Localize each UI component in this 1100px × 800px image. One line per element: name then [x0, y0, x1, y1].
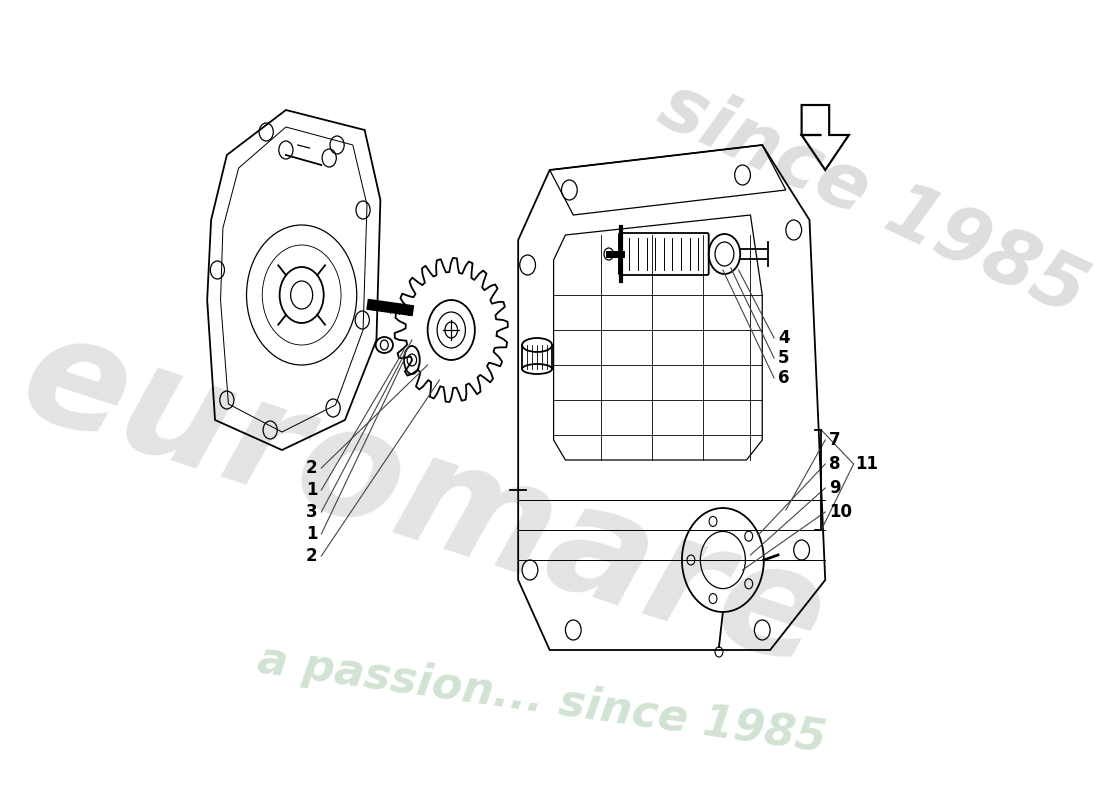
Text: 5: 5	[778, 349, 790, 367]
Text: 2: 2	[306, 459, 318, 477]
Text: 1: 1	[306, 525, 318, 543]
Text: 3: 3	[306, 503, 318, 521]
Text: 11: 11	[855, 455, 878, 473]
Text: a passion... since 1985: a passion... since 1985	[255, 639, 828, 761]
Text: 6: 6	[778, 369, 790, 387]
Text: 10: 10	[829, 503, 852, 521]
Text: 4: 4	[778, 329, 790, 347]
Text: 9: 9	[829, 479, 840, 497]
Text: 7: 7	[829, 431, 840, 449]
Text: since 1985: since 1985	[648, 69, 1098, 331]
Text: 1: 1	[306, 481, 318, 499]
Text: euromare: euromare	[4, 300, 844, 700]
Text: 2: 2	[306, 547, 318, 565]
Text: 8: 8	[829, 455, 840, 473]
